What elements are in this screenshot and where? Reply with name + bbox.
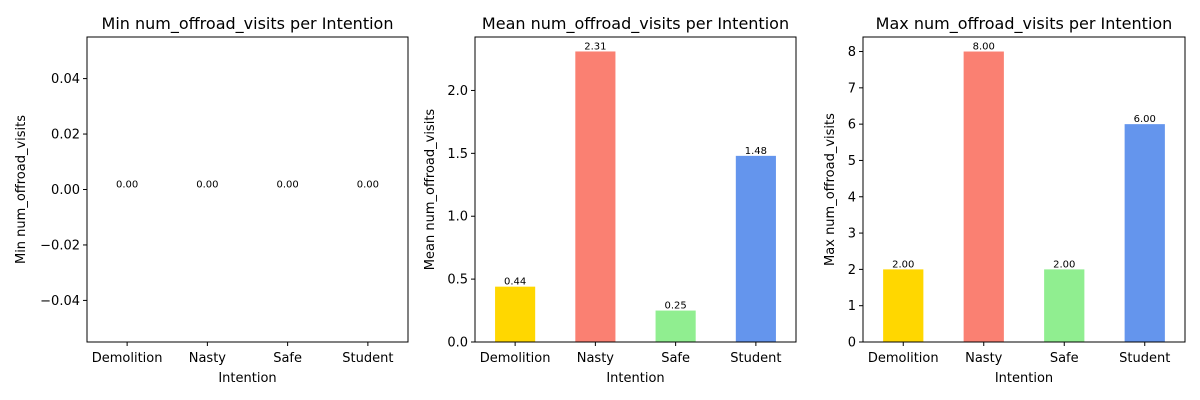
y-tick-label: 8 bbox=[848, 45, 856, 60]
value-label: 0.00 bbox=[357, 180, 379, 191]
value-label: 0.44 bbox=[504, 277, 526, 288]
value-label: 0.00 bbox=[116, 180, 138, 191]
plot-frame bbox=[862, 36, 1186, 343]
max-chart-panel: Max num_offroad_visits per Intention Int… bbox=[823, 14, 1186, 386]
chart-title: Max num_offroad_visits per Intention bbox=[876, 14, 1173, 34]
x-axis-label: Intention bbox=[218, 371, 276, 386]
value-label: 2.31 bbox=[584, 41, 606, 52]
x-tick-label: Student bbox=[730, 351, 781, 366]
bar-safe bbox=[1044, 269, 1085, 342]
x-tick-label: Demolition bbox=[868, 351, 939, 366]
bar-nasty bbox=[575, 51, 616, 342]
y-tick-label: −0.04 bbox=[40, 294, 80, 309]
x-tick-label: Student bbox=[342, 351, 393, 366]
y-tick-label: 1.0 bbox=[447, 210, 468, 225]
y-tick-label: 5 bbox=[848, 154, 856, 169]
x-tick-label: Safe bbox=[661, 351, 690, 366]
value-label: 6.00 bbox=[1134, 114, 1156, 125]
y-tick-label: 4 bbox=[848, 190, 856, 205]
bar-nasty bbox=[963, 51, 1004, 343]
y-tick-label: 3 bbox=[848, 227, 856, 242]
y-tick-label: 1 bbox=[848, 299, 856, 314]
bar-demolition bbox=[883, 269, 924, 342]
y-tick-label: 0.02 bbox=[51, 128, 80, 143]
value-label: 8.00 bbox=[973, 42, 995, 53]
y-tick-label: 6 bbox=[848, 118, 856, 133]
x-tick-label: Safe bbox=[273, 351, 302, 366]
bar-student bbox=[735, 155, 776, 342]
value-label: 1.48 bbox=[745, 146, 767, 157]
value-label: 2.00 bbox=[1053, 259, 1075, 270]
x-tick-label: Safe bbox=[1050, 351, 1079, 366]
chart-title: Min num_offroad_visits per Intention bbox=[102, 14, 394, 34]
y-tick-label: 0.04 bbox=[51, 72, 80, 87]
min-chart-panel: Min num_offroad_visits per Intention Int… bbox=[14, 14, 409, 386]
bar-demolition bbox=[495, 286, 536, 342]
chart-title: Mean num_offroad_visits per Intention bbox=[482, 14, 789, 34]
x-axis-label: Intention bbox=[995, 371, 1053, 386]
value-label: 2.00 bbox=[892, 259, 914, 270]
y-tick-label: 0.00 bbox=[51, 183, 80, 198]
x-tick-label: Student bbox=[1119, 351, 1170, 366]
value-label: 0.25 bbox=[664, 301, 686, 312]
y-tick-label: 2.0 bbox=[447, 84, 468, 99]
bar-student bbox=[1124, 124, 1165, 343]
x-tick-label: Nasty bbox=[577, 351, 615, 366]
y-tick-label: 0 bbox=[848, 336, 856, 351]
y-tick-label: 7 bbox=[848, 81, 856, 96]
value-label: 0.00 bbox=[196, 180, 218, 191]
y-tick-label: 0.5 bbox=[447, 273, 468, 288]
x-tick-label: Nasty bbox=[189, 351, 227, 366]
value-label: 0.00 bbox=[276, 180, 298, 191]
y-tick-label: 0.0 bbox=[447, 336, 468, 351]
x-tick-label: Nasty bbox=[965, 351, 1003, 366]
bar-safe bbox=[655, 310, 696, 342]
mean-chart-panel: Mean num_offroad_visits per Intention In… bbox=[423, 14, 797, 386]
x-tick-label: Demolition bbox=[92, 351, 163, 366]
y-tick-label: −0.02 bbox=[40, 238, 80, 253]
y-axis-label: Min num_offroad_visits bbox=[14, 115, 29, 264]
y-tick-label: 2 bbox=[848, 263, 856, 278]
y-tick-label: 1.5 bbox=[447, 147, 468, 162]
y-axis-label: Mean num_offroad_visits bbox=[423, 109, 438, 271]
x-axis-label: Intention bbox=[606, 371, 664, 386]
x-tick-label: Demolition bbox=[480, 351, 551, 366]
plot-frame bbox=[474, 36, 797, 343]
y-axis-label: Max num_offroad_visits bbox=[823, 113, 838, 266]
